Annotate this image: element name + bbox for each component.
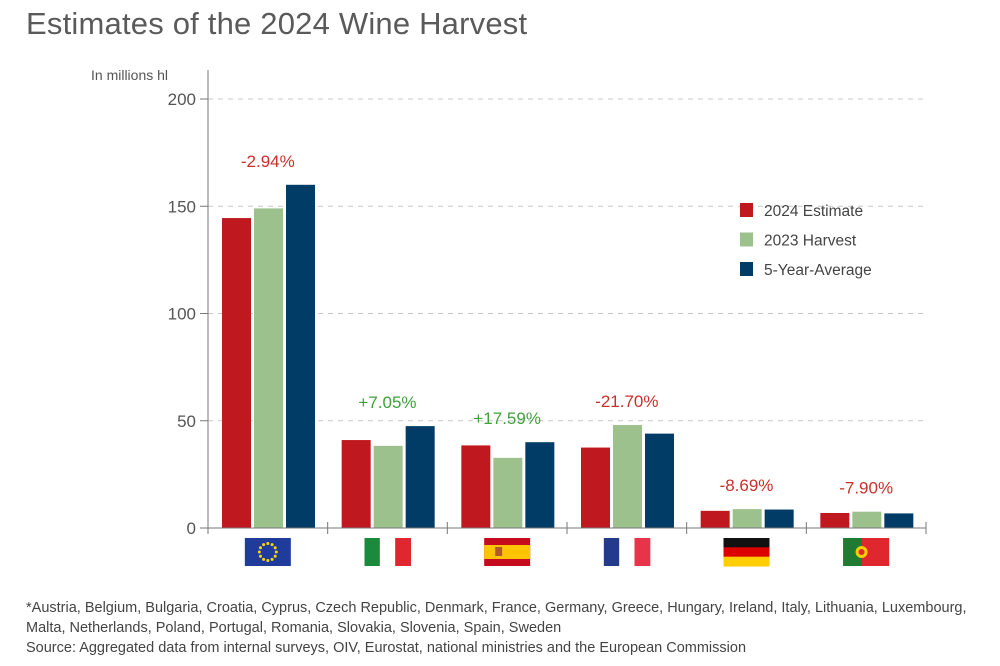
bar-eu-2 (254, 208, 283, 528)
change-label-italy: +7.05% (358, 393, 416, 412)
bar-france-2 (613, 425, 642, 528)
bar-portugal-3 (884, 513, 914, 528)
germany-flag (723, 538, 770, 567)
bar-spain-1 (461, 445, 491, 528)
bar-spain-2 (493, 457, 523, 528)
bar-germany-1 (700, 510, 730, 528)
change-label-france: -21.70% (595, 392, 658, 411)
y-tick-label: 100 (168, 305, 196, 324)
bar-italy-3 (405, 426, 435, 528)
footnote: *Austria, Belgium, Bulgaria, Croatia, Cy… (26, 598, 986, 658)
bar-germany-3 (764, 509, 794, 528)
change-label-eu: -2.94% (241, 152, 295, 171)
bar-france-1 (581, 447, 610, 528)
spain-flag (484, 538, 531, 566)
bar-eu-1 (222, 218, 251, 529)
italy-flag (364, 538, 411, 566)
bar-spain-3 (525, 442, 555, 528)
bar-portugal-2 (852, 511, 882, 528)
bar-italy-1 (341, 440, 371, 528)
chart-title: Estimates of the 2024 Wine Harvest (26, 6, 528, 41)
y-tick-label: 150 (168, 197, 196, 216)
footnote-source: Source: Aggregated data from internal su… (26, 640, 747, 656)
legend-label-3: 5-Year-Average (764, 262, 872, 279)
portugal-flag (843, 538, 890, 566)
legend-label-1: 2024 Estimate (764, 203, 863, 220)
bar-italy-2 (373, 445, 403, 528)
y-tick-label: 50 (177, 412, 196, 431)
eu-flag (244, 538, 291, 566)
legend-swatch-2 (740, 232, 753, 247)
footnote-countries: *Austria, Belgium, Bulgaria, Croatia, Cy… (26, 600, 967, 636)
y-tick-label: 0 (187, 519, 196, 538)
bar-france-3 (645, 433, 674, 528)
y-axis-label: In millions hl (91, 67, 168, 83)
legend-swatch-3 (740, 262, 753, 276)
bar-germany-2 (732, 509, 762, 528)
bar-chart: In millions hl 0 50 100 150 200 -2.94% +7.05% +1… (91, 67, 927, 567)
legend-label-2: 2023 Harvest (764, 233, 857, 250)
change-label-portugal: -7.90% (839, 479, 893, 498)
change-label-germany: -8.69% (720, 476, 774, 495)
bar-portugal-1 (820, 512, 850, 528)
change-label-spain: +17.59% (473, 409, 541, 428)
legend-swatch-1 (740, 203, 753, 217)
y-tick-label: 200 (168, 90, 196, 109)
bar-eu-3 (286, 184, 315, 529)
france-flag (603, 538, 651, 566)
